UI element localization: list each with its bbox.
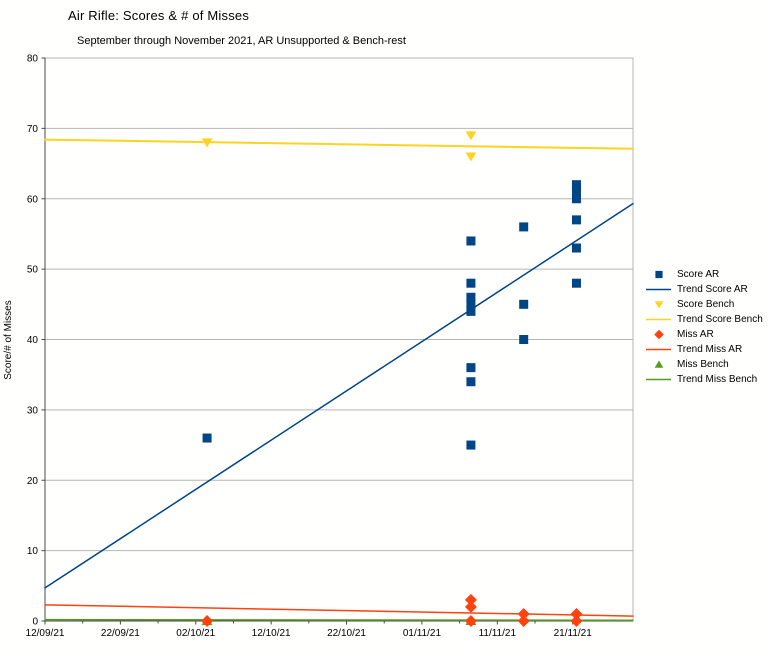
legend-item-score-ar: Score AR bbox=[646, 267, 770, 282]
x-tick-label: 11/11/21 bbox=[479, 628, 517, 639]
y-tick-label: 80 bbox=[27, 54, 39, 65]
score-ar-marker bbox=[519, 299, 529, 309]
legend-item-miss-ar: Miss AR bbox=[646, 327, 770, 342]
y-axis-title: Score/# of Misses bbox=[3, 300, 14, 380]
x-tick-label: 21/11/21 bbox=[554, 628, 593, 639]
trend-miss-bench-line bbox=[44, 618, 634, 622]
miss-ar-marker bbox=[570, 615, 583, 627]
legend-label: Miss Bench bbox=[677, 359, 729, 370]
miss-ar-series bbox=[201, 593, 583, 627]
score-ar-marker bbox=[571, 243, 581, 253]
score-ar-marker bbox=[571, 215, 581, 225]
trend-miss-ar-line-icon bbox=[646, 348, 671, 351]
score-ar-marker bbox=[571, 194, 581, 204]
miss-ar-marker bbox=[517, 615, 530, 627]
x-tick-label: 02/10/21 bbox=[176, 628, 215, 639]
score-ar-series bbox=[202, 180, 581, 450]
score-ar-marker bbox=[571, 187, 581, 197]
score-ar-marker bbox=[466, 306, 476, 316]
score-ar-marker bbox=[466, 299, 476, 309]
score-ar-marker bbox=[571, 180, 581, 190]
score-bench-marker bbox=[465, 152, 477, 162]
y-tick-label: 70 bbox=[27, 124, 39, 135]
score-ar-marker bbox=[571, 278, 581, 288]
trend-score-ar-line-icon bbox=[646, 288, 671, 291]
x-tick-label: 22/10/21 bbox=[327, 628, 366, 639]
trend-score-ar-line bbox=[44, 202, 634, 589]
miss-ar-marker-icon bbox=[654, 329, 664, 340]
score-ar-marker bbox=[519, 222, 529, 232]
legend-item-trend-miss-ar: Trend Miss AR bbox=[646, 342, 770, 357]
score-ar-marker bbox=[202, 433, 212, 443]
y-tick-label: 10 bbox=[27, 546, 39, 557]
legend-label: Miss AR bbox=[677, 329, 714, 340]
x-tick-label: 12/10/21 bbox=[252, 628, 291, 639]
legend-label: Trend Miss AR bbox=[677, 344, 743, 355]
miss-ar-marker bbox=[464, 593, 477, 606]
miss-ar-marker bbox=[464, 600, 477, 613]
score-ar-marker-icon bbox=[655, 270, 663, 279]
legend-item-trend-score-ar: Trend Score AR bbox=[646, 282, 770, 297]
legend-marker-swatch bbox=[655, 270, 663, 279]
trend-miss-bench-line-icon bbox=[646, 378, 671, 381]
score-ar-marker bbox=[466, 440, 476, 450]
x-tick-label: 01/11/21 bbox=[403, 628, 442, 639]
y-tick-label: 0 bbox=[32, 617, 38, 628]
y-tick-label: 50 bbox=[27, 265, 39, 276]
score-ar-marker bbox=[466, 236, 476, 246]
miss-ar-marker bbox=[464, 615, 477, 627]
y-tick-label: 40 bbox=[27, 335, 39, 346]
legend-label: Score Bench bbox=[677, 299, 735, 310]
miss-ar-marker bbox=[517, 607, 530, 620]
legend-label: Trend Score AR bbox=[677, 284, 748, 295]
legend-item-trend-miss-bench: Trend Miss Bench bbox=[646, 372, 770, 387]
legend-item-score-bench: Score Bench bbox=[646, 297, 770, 312]
trend-score-bench-line bbox=[44, 138, 634, 150]
y-tick-label: 30 bbox=[27, 405, 39, 416]
legend-item-trend-score-bench: Trend Score Bench bbox=[646, 312, 770, 327]
score-ar-marker bbox=[466, 292, 476, 302]
legend-marker-swatch bbox=[654, 360, 664, 368]
miss-bench-marker-icon bbox=[654, 360, 664, 368]
legend: Score AR Trend Score AR Score Bench Trend S… bbox=[646, 267, 770, 387]
y-tick-label: 60 bbox=[27, 194, 39, 205]
y-tick-label: 20 bbox=[27, 476, 39, 487]
miss-ar-marker bbox=[570, 607, 583, 620]
trend-score-bench-line-icon bbox=[646, 318, 671, 321]
score-ar-marker bbox=[466, 377, 476, 387]
score-ar-marker bbox=[466, 363, 476, 373]
score-bench-series bbox=[201, 131, 477, 162]
legend-label: Score AR bbox=[677, 269, 720, 280]
legend-label: Trend Score Bench bbox=[677, 314, 763, 325]
x-tick-label: 12/09/21 bbox=[26, 628, 65, 639]
legend-marker-swatch bbox=[654, 329, 664, 340]
score-ar-marker bbox=[519, 335, 529, 344]
chart-subtitle: September through November 2021, AR Unsu… bbox=[77, 35, 406, 47]
score-ar-marker bbox=[466, 278, 476, 288]
trend-miss-ar-line bbox=[44, 604, 634, 617]
score-bench-marker bbox=[465, 131, 477, 141]
score-bench-marker-icon bbox=[654, 301, 664, 309]
chart-title: Air Rifle: Scores & # of Misses bbox=[68, 8, 250, 23]
legend-label: Trend Miss Bench bbox=[677, 374, 758, 385]
legend-item-miss-bench: Miss Bench bbox=[646, 357, 770, 372]
legend-marker-swatch bbox=[654, 301, 664, 309]
score-bench-marker bbox=[201, 138, 213, 148]
miss-ar-marker bbox=[201, 615, 214, 627]
x-tick-label: 22/09/21 bbox=[101, 628, 140, 639]
